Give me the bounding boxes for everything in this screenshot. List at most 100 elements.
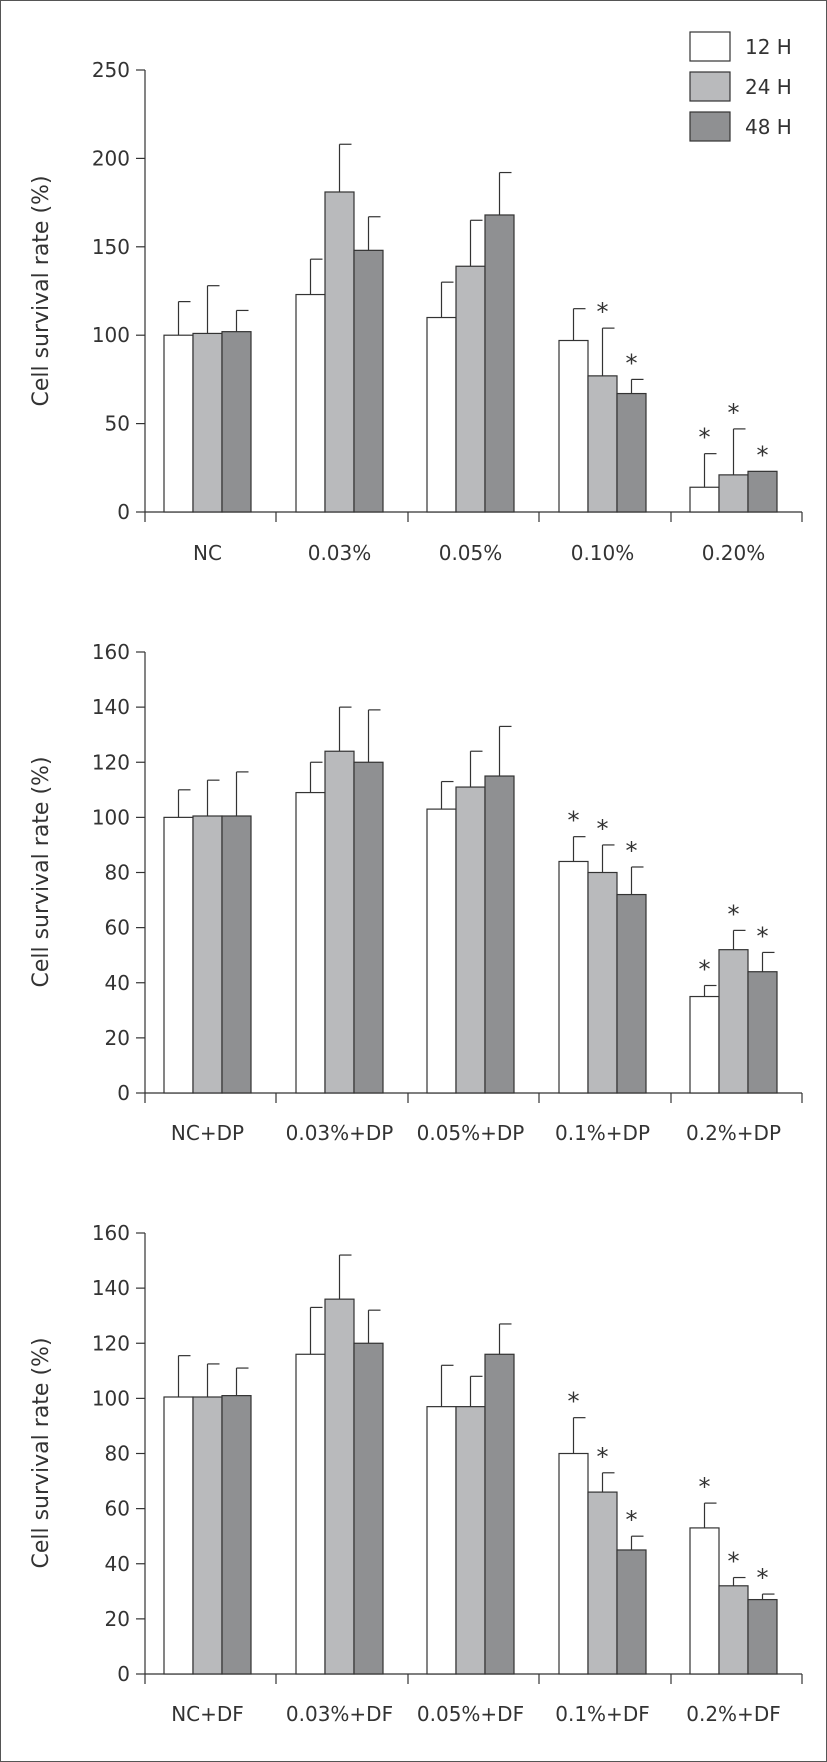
x-tick-label: 0.05% [439,541,503,565]
bar-48h [616,392,647,513]
x-tick-label: 0.03%+DP [286,1121,394,1145]
y-tick-label: 0 [117,1081,130,1105]
bar-24h [455,786,486,1094]
legend-label: 48 H [745,115,792,139]
bar-24h [192,1396,223,1675]
bar-48h [484,775,515,1094]
bar-48h [221,1395,252,1675]
bar-48h [616,1549,647,1675]
significance-marker: * [699,1473,711,1501]
y-tick-label: 0 [117,1662,130,1686]
bar-24h [587,375,618,513]
chart-panel-2: 0 20 40 60 80 100 120 140 160 Cell survival rate … [29,640,803,1145]
bar-12h [689,1527,720,1675]
y-tick-label: 140 [92,695,130,719]
x-tick-label: 0.2%+DP [686,1121,781,1145]
bar-12h [558,860,589,1094]
bar-24h [455,1406,486,1675]
significance-marker: * [728,1548,740,1576]
legend-item: 24 H [689,71,792,102]
legend: 12 H 24 H 48 H [689,31,792,142]
bar-48h [353,1342,384,1675]
bar-24h [192,815,223,1094]
bar-12h [295,791,326,1094]
bar-24h [455,265,486,513]
bar-48h [747,470,778,513]
significance-marker: * [597,1443,609,1471]
bar-24h [192,332,223,513]
x-tick-label: NC+DP [171,1121,244,1145]
legend-swatch [689,31,731,62]
bar-12h [295,293,326,513]
y-axis-label: Cell survival rate (%) [29,756,54,987]
y-tick-label: 20 [105,1607,130,1631]
bar-24h [324,750,355,1094]
x-tick-label: 0.1%+DP [555,1121,650,1145]
legend-item: 12 H [689,31,792,62]
x-tick-label: 0.03%+DF [286,1702,393,1726]
y-tick-label: 120 [92,1331,130,1355]
significance-marker: * [568,1388,580,1416]
significance-marker: * [757,441,769,469]
y-tick-label: 80 [105,861,130,885]
x-tick-label: 0.05%+DP [417,1121,525,1145]
bar-12h [163,334,194,513]
bar-48h [616,893,647,1094]
y-tick-label: 40 [105,971,130,995]
bar-24h [324,191,355,513]
y-tick-label: 40 [105,1552,130,1576]
legend-swatch [689,71,731,102]
legend-item: 48 H [689,111,792,142]
significance-marker: * [626,1506,638,1534]
bar-12h [558,1452,589,1675]
bar-48h [747,971,778,1094]
bar-24h [587,871,618,1094]
significance-marker: * [699,956,711,984]
y-tick-label: 250 [92,58,130,82]
x-tick-label: 0.1%+DF [555,1702,649,1726]
significance-marker: * [757,922,769,950]
legend-label: 12 H [745,35,792,59]
significance-marker: * [699,424,711,452]
bar-12h [295,1353,326,1675]
legend-label: 24 H [745,75,792,99]
chart-panel-1: 0 50 100 150 200 250 Cell survival rate (%) NC 0… [29,58,803,565]
bar-12h [558,339,589,513]
y-tick-label: 20 [105,1026,130,1050]
significance-marker: * [626,837,638,865]
x-tick-label: 0.2%+DF [686,1702,780,1726]
significance-marker: * [728,399,740,427]
bar-48h [484,214,515,513]
x-tick-label: 0.03% [308,541,372,565]
chart-panel-3: 0 20 40 60 80 100 120 140 160 Cell survival rate … [29,1221,803,1726]
y-tick-label: 100 [92,323,130,347]
bar-12h [163,816,194,1094]
bar-12h [163,1396,194,1675]
significance-marker: * [568,807,580,835]
y-axis-label: Cell survival rate (%) [29,175,54,406]
bar-12h [689,486,720,513]
y-tick-label: 150 [92,235,130,259]
bar-12h [689,995,720,1094]
bar-24h [718,1585,749,1675]
bar-48h [484,1353,515,1675]
y-tick-label: 60 [105,916,130,940]
y-axis-label: Cell survival rate (%) [29,1337,54,1568]
y-tick-label: 100 [92,805,130,829]
y-tick-label: 160 [92,640,130,664]
y-tick-label: 50 [105,412,130,436]
significance-marker: * [757,1564,769,1592]
bar-24h [587,1491,618,1675]
y-tick-label: 0 [117,500,130,524]
bar-48h [353,249,384,513]
bar-12h [426,1406,457,1675]
x-tick-label: 0.20% [702,541,766,565]
x-tick-label: NC+DF [171,1702,244,1726]
y-tick-label: 100 [92,1386,130,1410]
significance-marker: * [728,900,740,928]
x-tick-label: NC [193,541,222,565]
